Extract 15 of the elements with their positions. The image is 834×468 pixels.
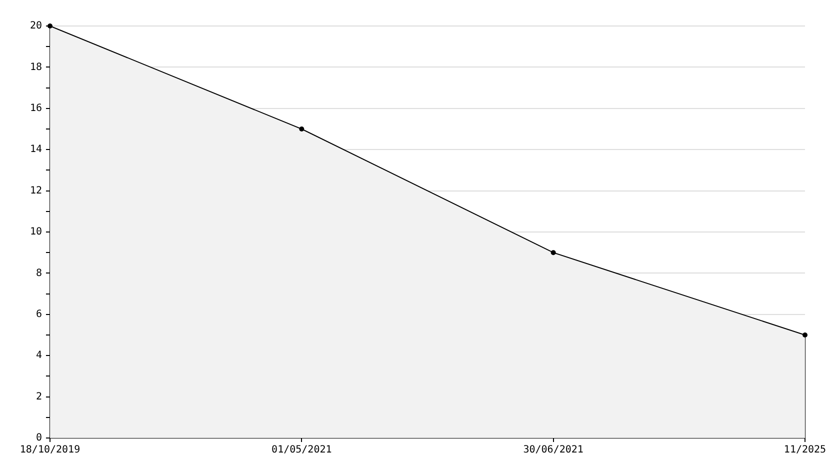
y-tick-label: 4 — [36, 350, 42, 362]
y-tick-label: 10 — [30, 226, 42, 238]
x-tick-label: 18/10/2019 — [20, 444, 80, 456]
y-tick-label: 16 — [30, 102, 42, 114]
y-tick-label: 18 — [30, 62, 42, 73]
x-tick-label: 11/2025 — [784, 444, 826, 456]
y-tick-label: 2 — [36, 391, 42, 402]
y-tick-label: 14 — [30, 144, 42, 156]
y-tick-label: 6 — [36, 308, 42, 320]
y-tick-label: 12 — [30, 185, 42, 196]
y-tick-label: 20 — [30, 20, 42, 32]
x-tick-label: 30/06/2021 — [523, 444, 584, 456]
y-tick-label: 0 — [36, 432, 42, 444]
x-tick-label: 01/05/2021 — [272, 444, 332, 456]
y-tick-label: 8 — [36, 268, 42, 279]
